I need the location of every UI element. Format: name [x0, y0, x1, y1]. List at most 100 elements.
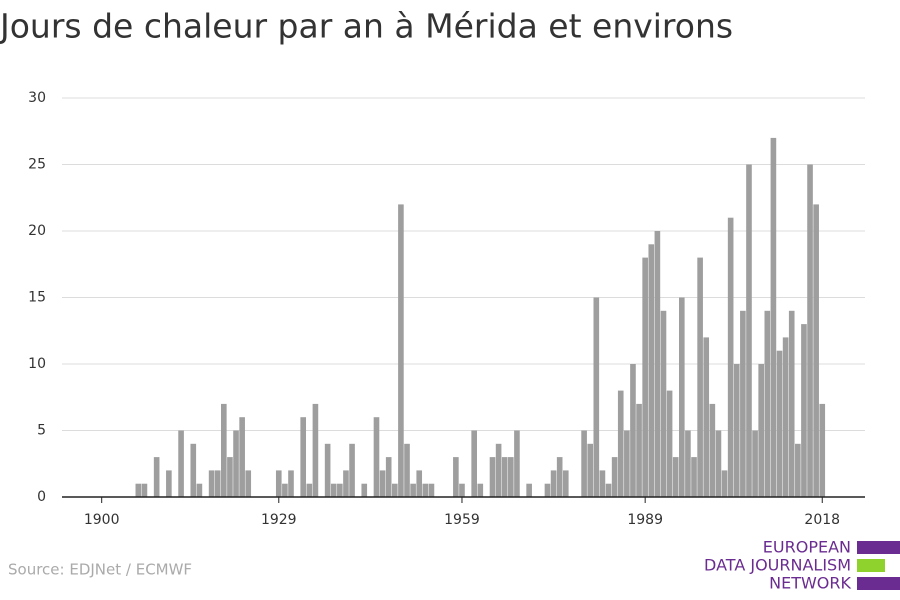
bar [373, 417, 380, 497]
bar [477, 483, 484, 497]
bar [361, 483, 368, 497]
bar [422, 483, 429, 497]
bar [300, 417, 307, 497]
bar [819, 403, 826, 497]
bar [758, 364, 764, 497]
logo-text: DATA JOURNALISM [704, 556, 851, 575]
bar [233, 430, 239, 497]
bar [782, 337, 789, 497]
bar [196, 483, 203, 497]
bar [813, 204, 819, 497]
bar [526, 483, 532, 497]
bar [740, 310, 746, 497]
bar [630, 364, 636, 497]
y-tick-label: 10 [28, 356, 46, 372]
bar [239, 417, 245, 497]
source: Source: EDJNet / ECMWF [8, 561, 192, 579]
bar [501, 457, 508, 497]
bar [807, 164, 813, 497]
bar [764, 310, 771, 497]
bar [410, 483, 416, 497]
bar [801, 324, 807, 497]
bar [330, 483, 337, 497]
bar [605, 483, 612, 497]
bar [312, 403, 319, 497]
bar [685, 430, 691, 497]
bar [214, 470, 221, 497]
bar [489, 457, 496, 497]
chart-title: Jours de chaleur par an à Mérida et envi… [0, 7, 733, 46]
bar [715, 430, 722, 497]
x-tick-label: 1989 [627, 512, 663, 528]
y-tick-label: 5 [37, 423, 46, 439]
bar [324, 443, 331, 497]
logo-bar [857, 577, 900, 590]
bar [654, 231, 661, 497]
bar [416, 470, 423, 497]
bar [697, 257, 703, 497]
bar [672, 457, 679, 497]
bar [227, 457, 233, 497]
bar [617, 390, 624, 497]
bar [544, 483, 551, 497]
bar [624, 430, 630, 497]
bar [391, 483, 398, 497]
bar [288, 470, 294, 497]
bar [770, 137, 777, 497]
bar [562, 470, 569, 497]
logo-text: EUROPEAN [763, 538, 851, 557]
bar [275, 470, 282, 497]
bar [221, 403, 227, 497]
bar [208, 470, 215, 497]
bar [746, 164, 752, 497]
bar [135, 483, 142, 497]
y-tick-label: 30 [28, 90, 46, 106]
bar [404, 443, 410, 497]
logo: EUROPEAN DATA JOURNALISM NETWORK [704, 538, 900, 593]
bar [166, 470, 172, 497]
bar [721, 470, 728, 497]
bar [581, 430, 587, 497]
bar [514, 430, 520, 497]
bar [788, 310, 795, 497]
bar [587, 443, 594, 497]
bar [508, 457, 514, 497]
bar [178, 430, 184, 497]
bar [471, 430, 477, 497]
y-tick-label: 20 [28, 223, 46, 239]
x-tick-label: 2018 [804, 512, 840, 528]
logo-bar [857, 541, 900, 554]
x-tick-label: 1900 [84, 512, 120, 528]
y-tick-label: 15 [28, 290, 46, 306]
bar [398, 204, 404, 497]
bar [556, 457, 563, 497]
bar [648, 244, 655, 497]
y-tick-label: 0 [37, 489, 46, 505]
bar [453, 457, 459, 497]
bar [752, 430, 758, 497]
bar [343, 470, 349, 497]
logo-bar [857, 559, 885, 572]
bar [636, 403, 642, 497]
bar [428, 483, 435, 497]
bar [666, 390, 673, 497]
bar [282, 483, 288, 497]
bar [678, 297, 685, 497]
bar [245, 470, 252, 497]
bar [495, 443, 502, 497]
bar [190, 443, 197, 497]
logo-text: NETWORK [769, 574, 851, 593]
bar [703, 337, 710, 497]
bar [593, 297, 600, 497]
bar [337, 483, 343, 497]
bar [349, 443, 355, 497]
bar [459, 483, 465, 497]
bar [642, 257, 648, 497]
bar [379, 470, 386, 497]
bar [550, 470, 557, 497]
bar [153, 457, 160, 497]
bar [599, 470, 606, 497]
bar [141, 483, 148, 497]
y-tick-label: 25 [28, 157, 46, 173]
bar [733, 364, 740, 497]
